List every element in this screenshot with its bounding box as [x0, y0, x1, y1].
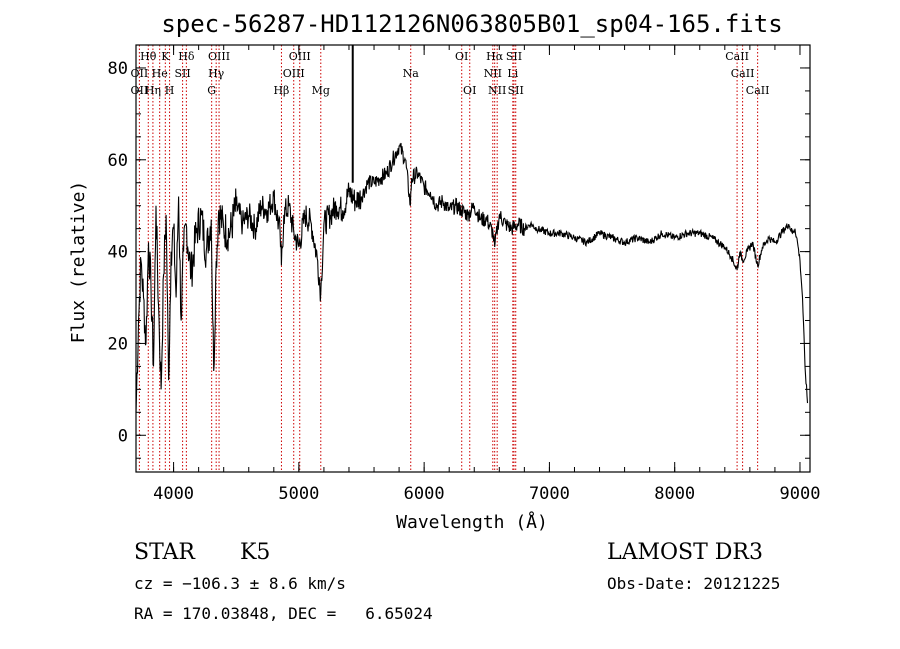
y-tick-label: 80 — [108, 59, 128, 79]
emission-label: OIII — [208, 50, 230, 63]
redshift-cz: cz = −106.3 ± 8.6 km/s — [134, 574, 346, 593]
ra-dec: RA = 170.03848, DEC = 6.65024 — [134, 604, 433, 623]
emission-label: OII — [131, 67, 149, 80]
obs-date: Obs-Date: 20121225 — [607, 574, 781, 593]
emission-label: SII — [174, 67, 190, 80]
y-tick-label: 0 — [118, 426, 128, 446]
y-tick-label: 60 — [108, 151, 128, 171]
emission-label: OI — [463, 84, 476, 97]
emission-label: H — [165, 84, 175, 97]
emission-label: CaII — [746, 84, 770, 97]
emission-label: Hγ — [208, 67, 225, 80]
object-subclass: K5 — [240, 540, 271, 565]
emission-line-markers — [138, 45, 759, 472]
emission-label: Na — [403, 67, 420, 80]
x-tick-label: 9000 — [780, 484, 821, 504]
emission-label: Li — [507, 67, 518, 80]
emission-label: Hβ — [273, 84, 289, 97]
emission-label: Hα — [486, 50, 504, 63]
emission-label: Mg — [312, 84, 330, 97]
spectrum-line — [135, 142, 809, 413]
emission-label: He — [152, 67, 168, 80]
axis-ticks: 4000 5000 6000 7000 8000 9000 0 20 40 60 80 — [108, 44, 821, 504]
emission-label: Hθ — [140, 50, 157, 63]
emission-label: Hη — [145, 84, 161, 97]
x-tick-label: 5000 — [278, 484, 319, 504]
emission-label: OI — [455, 50, 468, 63]
x-tick-label: 8000 — [654, 484, 695, 504]
emission-label: G — [207, 84, 216, 97]
emission-label: OIII — [289, 50, 311, 63]
x-tick-label: 7000 — [529, 484, 570, 504]
survey-name: LAMOST DR3 — [607, 540, 763, 565]
chart-title: spec-56287-HD112126N063805B01_sp04-165.f… — [161, 10, 782, 38]
y-tick-label: 40 — [108, 243, 128, 263]
object-class: STAR — [134, 540, 195, 565]
emission-label: CaII — [731, 67, 755, 80]
y-axis-label: Flux (relative) — [68, 181, 89, 344]
x-tick-label: 6000 — [404, 484, 445, 504]
emission-label: OIII — [283, 67, 305, 80]
x-tick-label: 4000 — [153, 484, 194, 504]
plot-frame — [135, 44, 811, 473]
emission-label: NII — [488, 84, 506, 97]
y-tick-label: 20 — [108, 334, 128, 354]
emission-label: Hδ — [178, 50, 195, 63]
x-axis-label: Wavelength (Å) — [396, 511, 548, 533]
emission-label: SII — [506, 50, 522, 63]
emission-label: CaII — [725, 50, 749, 63]
emission-label: SII — [508, 84, 524, 97]
emission-label: K — [161, 50, 170, 63]
emission-label: NII — [484, 67, 502, 80]
